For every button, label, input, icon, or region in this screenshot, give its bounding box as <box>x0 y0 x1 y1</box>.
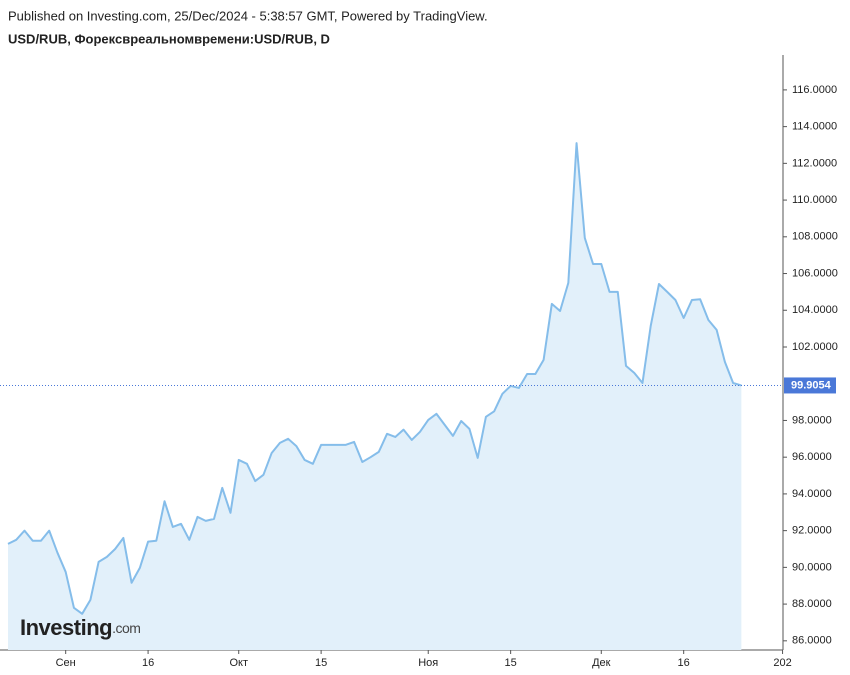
y-tick-label: 110.0000 <box>792 194 837 206</box>
y-tick-label: 106.0000 <box>792 267 838 279</box>
y-tick-label: 98.0000 <box>792 414 832 426</box>
price-line <box>7 142 742 615</box>
y-tick-label: 92.0000 <box>792 525 832 537</box>
x-tick-label: 15 <box>315 657 327 669</box>
y-tick-label: 90.0000 <box>792 561 832 573</box>
last-value-label: 99.9054 <box>791 379 832 391</box>
x-tick-label: 16 <box>678 657 690 669</box>
area-fill <box>8 143 742 650</box>
y-tick-label: 88.0000 <box>792 598 832 610</box>
y-tick-label: 86.0000 <box>792 635 832 647</box>
y-tick-label: 114.0000 <box>792 121 837 133</box>
y-tick-label: 94.0000 <box>792 488 832 500</box>
y-tick-label: 116.0000 <box>792 84 837 96</box>
x-tick-label: Сен <box>56 657 76 669</box>
x-tick-label: Ноя <box>418 657 438 669</box>
y-tick-label: 108.0000 <box>792 231 838 243</box>
plot: 86.0000 88.0000 90.0000 92.0000 94.0000 96.00… <box>0 55 838 669</box>
y-tick-label: 112.0000 <box>792 157 837 169</box>
chart-title: USD/RUB, Форексвреальномвремени:USD/RUB,… <box>8 31 330 46</box>
logo-suffix: .com <box>112 620 140 636</box>
x-tick-label: Дек <box>592 657 611 669</box>
y-tick-label: 102.0000 <box>792 341 838 353</box>
x-tick-label: Окт <box>229 657 248 669</box>
last-value-box <box>784 377 836 394</box>
x-tick-label: 15 <box>505 657 517 669</box>
y-tick-label: 96.0000 <box>792 451 832 463</box>
x-tick-label: 202 <box>773 657 791 669</box>
x-tick-label: 16 <box>142 657 154 669</box>
y-tick-label: 104.0000 <box>792 304 838 316</box>
logo-text: Investing <box>20 615 112 640</box>
logo: Investing.com <box>20 615 140 640</box>
header: Published on Investing.com, 25/Dec/2024 … <box>8 8 488 23</box>
